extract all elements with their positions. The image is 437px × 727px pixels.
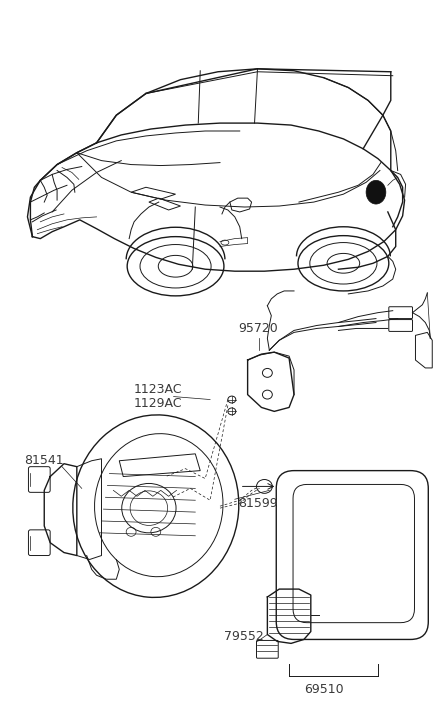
Text: 81599: 81599 — [238, 497, 277, 510]
Text: 1123AC: 1123AC — [134, 383, 183, 396]
Text: 69510: 69510 — [304, 683, 343, 696]
Text: 79552: 79552 — [224, 630, 264, 643]
Text: 81541: 81541 — [24, 454, 64, 467]
Text: 1129AC: 1129AC — [134, 397, 183, 410]
Text: 95720: 95720 — [238, 322, 277, 335]
Ellipse shape — [366, 180, 386, 204]
